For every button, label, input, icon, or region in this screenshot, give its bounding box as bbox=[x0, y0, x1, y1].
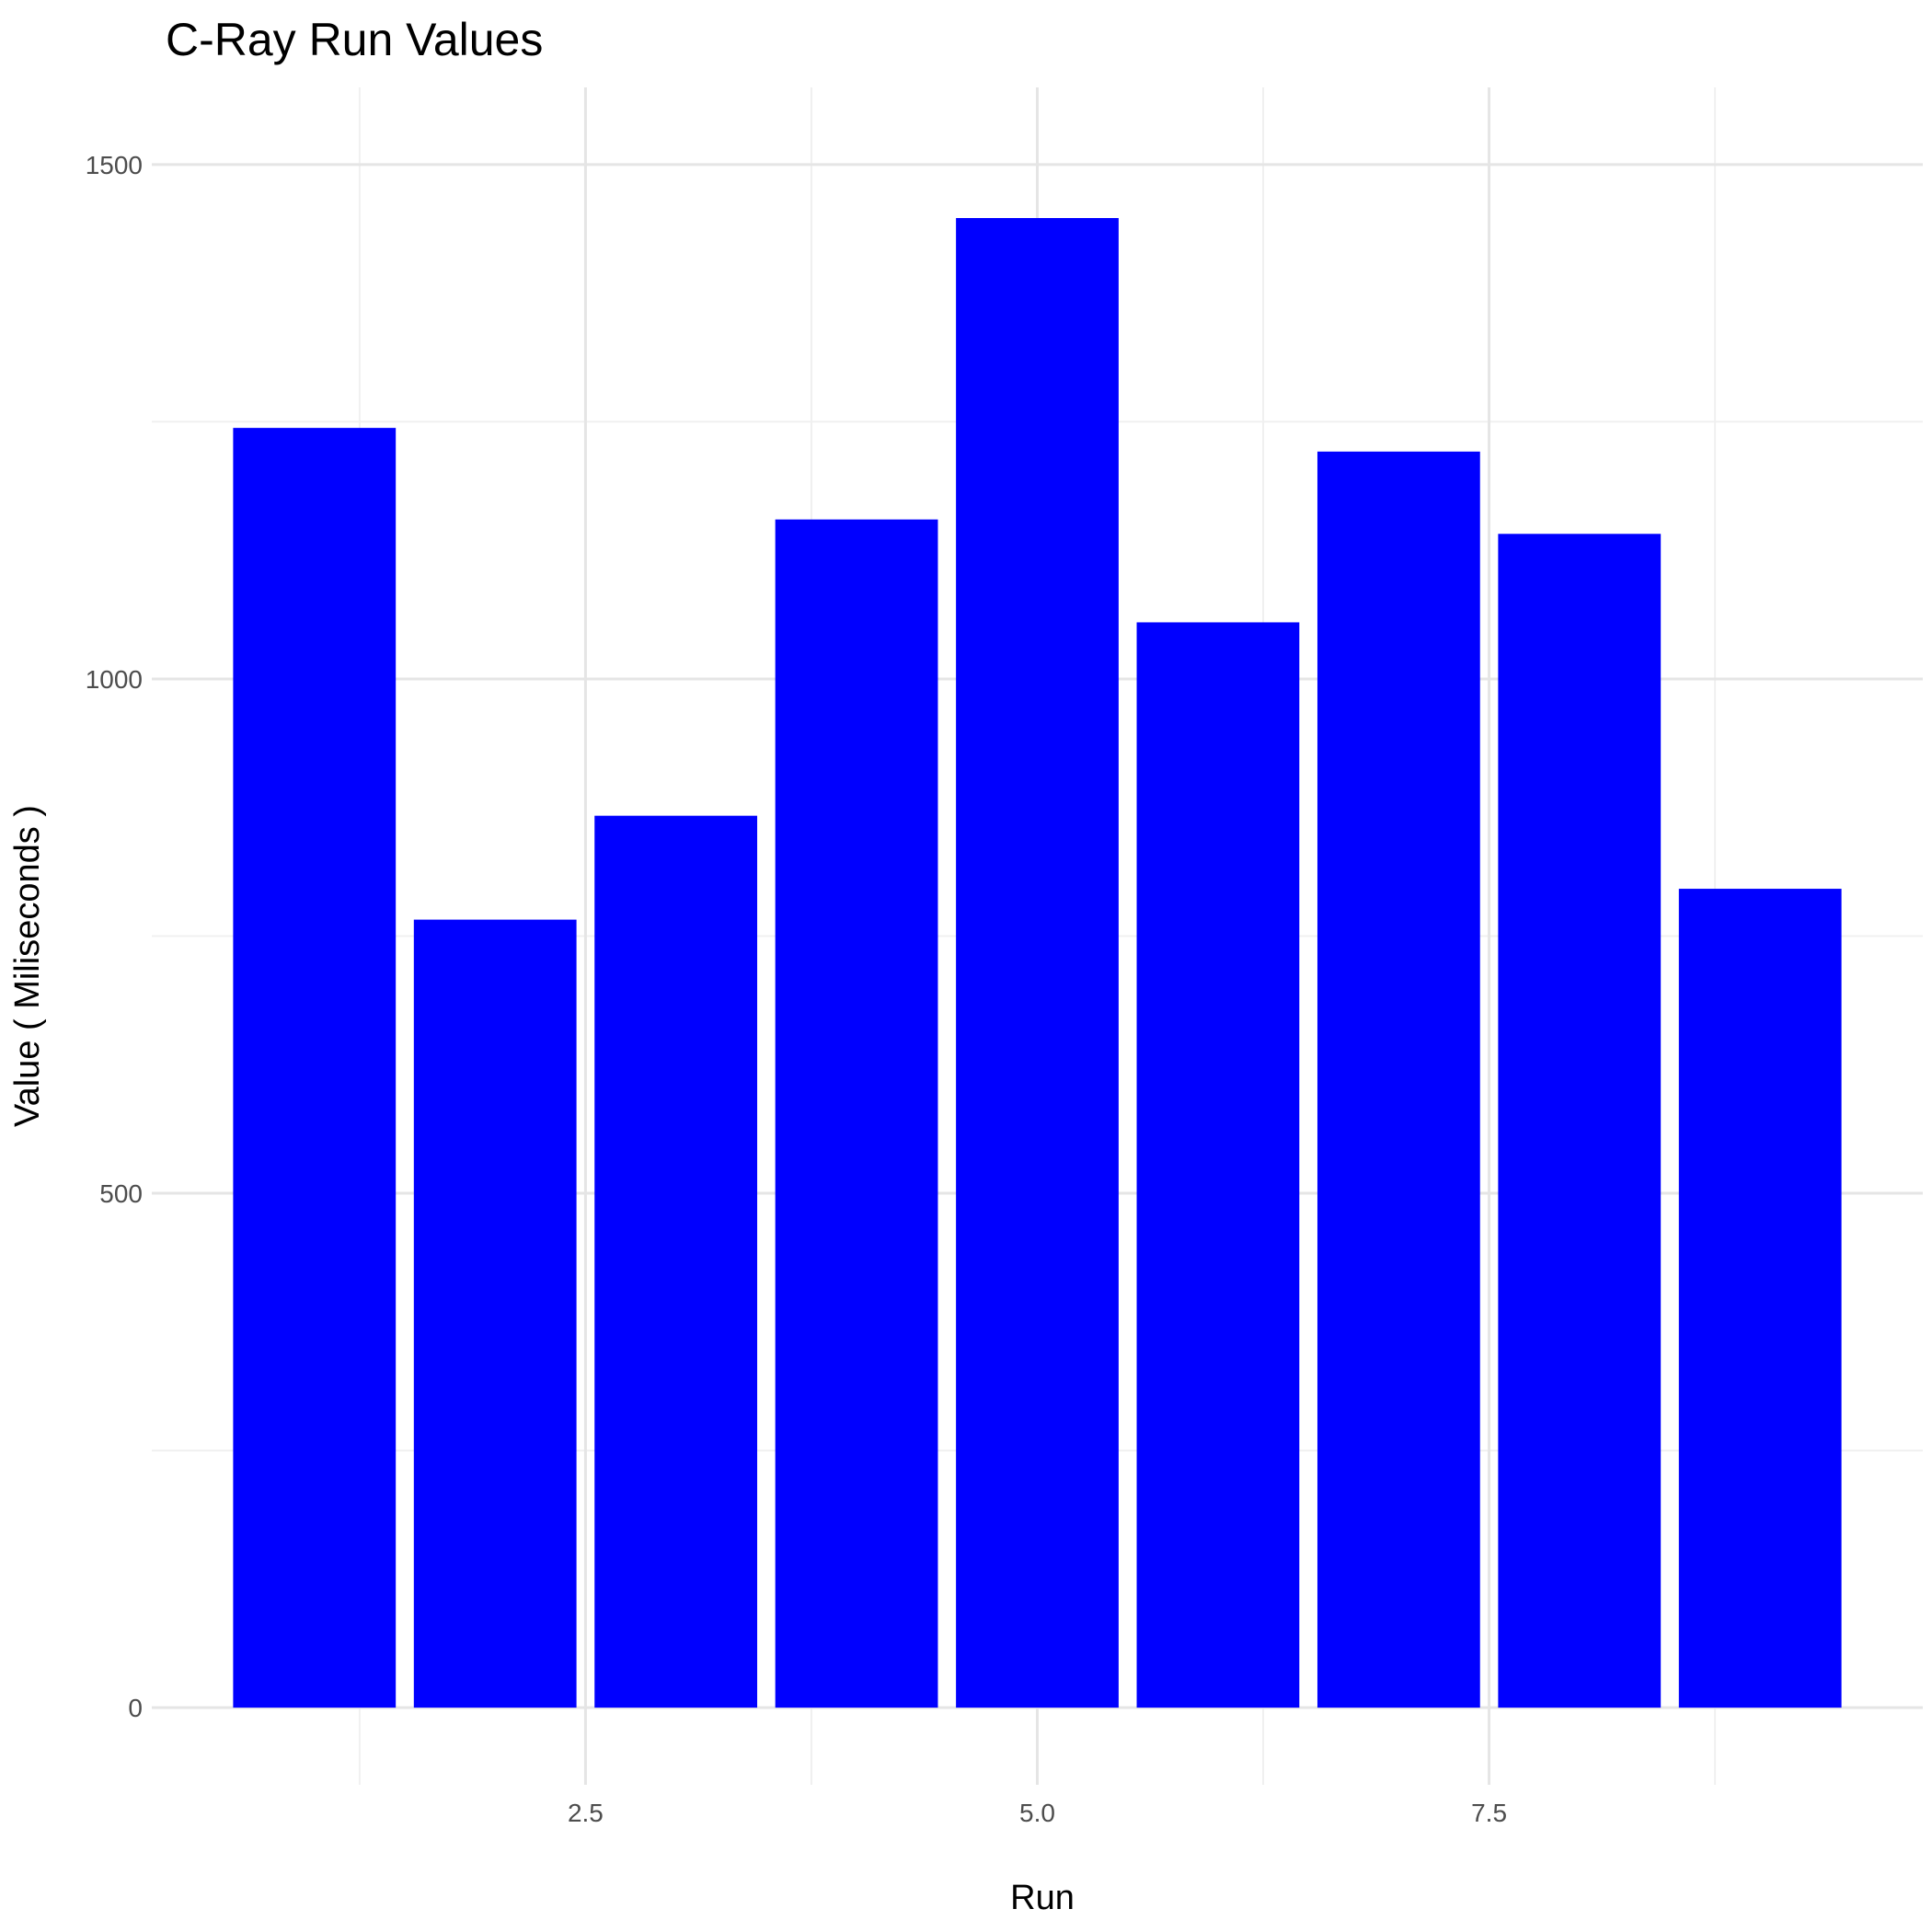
bar-run-3 bbox=[594, 815, 758, 1708]
bar-run-4 bbox=[775, 519, 938, 1708]
y-tick-label: 1500 bbox=[86, 151, 143, 179]
y-tick-labels: 0 500 1000 1500 bbox=[86, 151, 143, 1722]
x-tick-label: 7.5 bbox=[1471, 1799, 1507, 1827]
bars bbox=[233, 218, 1842, 1708]
x-axis-label: Run bbox=[1010, 1879, 1075, 1917]
chart-title: C-Ray Run Values bbox=[166, 14, 543, 65]
bar-run-8 bbox=[1498, 534, 1662, 1708]
bar-run-2 bbox=[413, 919, 577, 1708]
bar-run-1 bbox=[233, 428, 397, 1708]
bar-run-6 bbox=[1136, 622, 1300, 1708]
bar-run-9 bbox=[1678, 889, 1842, 1708]
x-tick-labels: 2.5 5.0 7.5 bbox=[568, 1799, 1507, 1827]
x-tick-label: 5.0 bbox=[1019, 1799, 1055, 1827]
bar-run-5 bbox=[956, 218, 1119, 1708]
y-tick-label: 500 bbox=[99, 1179, 143, 1208]
y-tick-label: 0 bbox=[128, 1694, 143, 1722]
y-axis-label: Value ( Miliseconds ) bbox=[8, 805, 47, 1127]
bar-run-7 bbox=[1317, 451, 1480, 1708]
y-tick-label: 1000 bbox=[86, 665, 143, 694]
x-tick-label: 2.5 bbox=[568, 1799, 604, 1827]
